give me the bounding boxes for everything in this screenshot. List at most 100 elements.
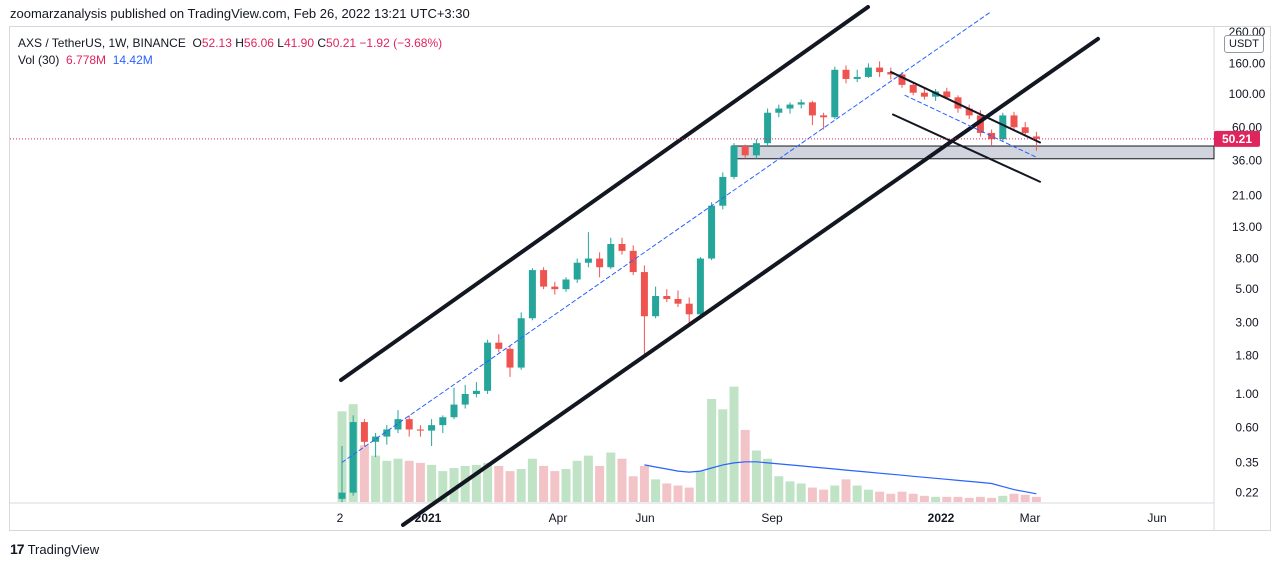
chart-legend: AXS / TetherUS, 1W, BINANCE O52.13 H56.0… <box>18 35 442 69</box>
volume-bar <box>695 471 705 502</box>
volume-bar <box>471 464 481 502</box>
volume-bar <box>740 429 750 502</box>
y-tick-label: 0.35 <box>1235 455 1259 469</box>
y-tick-label: 60.00 <box>1232 120 1262 134</box>
candle-body <box>551 286 559 290</box>
volume-bar <box>975 496 985 502</box>
candle-body <box>663 296 671 299</box>
volume-bar <box>998 495 1008 502</box>
volume-bar <box>718 409 728 502</box>
volume-bar <box>729 386 739 502</box>
candle-body <box>988 132 996 140</box>
candle-body <box>864 67 872 77</box>
candle-body <box>999 115 1007 140</box>
volume-bar <box>617 458 627 502</box>
x-tick-label: 2 <box>337 511 344 525</box>
volume-bar <box>449 468 459 502</box>
volume-bar <box>527 458 537 502</box>
candle-body <box>484 342 492 391</box>
volume-bar <box>908 493 918 502</box>
volume-bar <box>561 469 571 502</box>
candle-body <box>920 92 928 97</box>
volume-bar <box>583 455 593 502</box>
volume-bar <box>427 464 437 502</box>
volume-bar <box>852 485 862 502</box>
volume-bar <box>516 469 526 502</box>
candle-body <box>528 270 536 319</box>
volume-bar <box>371 455 381 502</box>
y-tick-label: 1.00 <box>1235 387 1259 401</box>
candle-body <box>719 176 727 206</box>
legend-volume-row: Vol (30) 6.778M 14.42M <box>18 52 442 69</box>
candle-body <box>405 419 413 430</box>
volume-bar <box>393 458 403 502</box>
volume-bar <box>438 471 448 502</box>
volume-bar <box>863 489 873 502</box>
candle-body <box>573 262 581 280</box>
footer-brand[interactable]: 17 TradingView <box>10 541 99 557</box>
candle-body <box>372 436 380 442</box>
candle-body <box>450 404 458 418</box>
volume-bar <box>494 465 504 502</box>
candle-body <box>853 76 861 79</box>
volume-bar <box>919 495 929 502</box>
volume-bar <box>953 496 963 502</box>
volume-bar <box>751 450 761 502</box>
candle-body <box>820 115 828 118</box>
volume-ma-line <box>644 461 1037 495</box>
volume-bar <box>785 481 795 502</box>
volume-bar <box>830 485 840 502</box>
volume-bar <box>662 483 672 502</box>
y-tick-label: 3.00 <box>1235 315 1259 329</box>
x-tick-label: 2021 <box>415 511 442 525</box>
legend-open-label: O <box>192 36 202 50</box>
y-tick-label: 100.00 <box>1229 87 1266 101</box>
candle-body <box>696 258 704 315</box>
candle-body <box>562 279 570 290</box>
candle-body <box>439 417 447 426</box>
candle-body <box>909 84 917 93</box>
currency-button[interactable]: USDT <box>1224 35 1264 53</box>
volume-bar <box>1009 493 1019 502</box>
y-tick-label: 0.60 <box>1235 420 1259 434</box>
chart-frame <box>9 26 1271 531</box>
candle-body <box>685 303 693 315</box>
wedge-mid-line <box>904 94 1037 158</box>
volume-bar <box>1020 494 1030 502</box>
candle-body <box>976 115 984 133</box>
candle-body <box>708 205 716 259</box>
x-tick-label: Apr <box>549 511 568 525</box>
candle-body <box>786 104 794 109</box>
candle-body <box>640 272 648 317</box>
volume-bar <box>774 476 784 502</box>
candle-body <box>506 348 514 368</box>
candle-body <box>540 270 548 287</box>
candle-body <box>360 422 368 442</box>
volume-bar <box>651 479 661 502</box>
candle-body <box>674 298 682 304</box>
tradingview-logo-icon: 17 <box>10 541 25 557</box>
support-zone <box>731 145 1215 160</box>
volume-bar <box>550 471 560 502</box>
candle-body <box>943 91 951 98</box>
legend-close-label: C <box>317 36 327 50</box>
y-tick-label: 0.22 <box>1235 486 1259 500</box>
candle-body <box>1021 127 1029 133</box>
candle-body <box>629 250 637 273</box>
y-tick-label: 5.00 <box>1235 282 1259 296</box>
volume-bar <box>460 465 470 502</box>
volume-bar <box>931 496 941 502</box>
last-price-label: 50.21 <box>1222 132 1252 146</box>
candle-body <box>618 244 626 251</box>
volume-bar <box>942 496 952 502</box>
y-tick-label: 36.00 <box>1232 154 1262 168</box>
wedge-upper-line <box>890 71 1041 144</box>
candle-body <box>461 394 469 405</box>
legend-low-label: L <box>277 36 284 50</box>
legend-close-value: 50.21 <box>326 36 357 50</box>
candle-body <box>797 102 805 105</box>
volume-bar <box>707 399 717 502</box>
last-price-tag <box>1214 130 1260 147</box>
candle-body <box>831 69 839 118</box>
